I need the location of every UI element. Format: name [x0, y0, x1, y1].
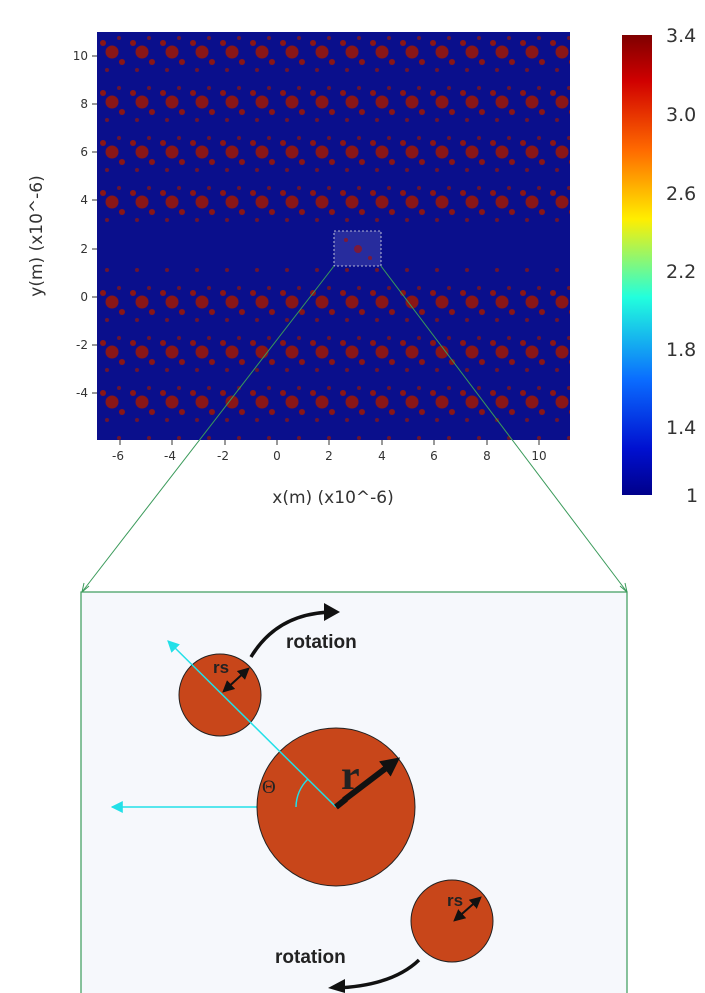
x-tick-label: -6 — [112, 449, 124, 463]
y-axis: 10 8 6 4 2 0 -2 -4 y(m) (x10^-6) — [27, 49, 97, 400]
y-tick-label: 2 — [80, 242, 88, 256]
inset-schematic: Θ r rs rs rotation rotation — [80, 591, 628, 993]
rotation-arrow-bottom — [334, 958, 421, 990]
y-axis-label: y(m) (x10^-6) — [27, 175, 47, 296]
colorbar-label: 1.4 — [666, 417, 696, 439]
x-tick-label: -2 — [217, 449, 229, 463]
x-tick-label: 8 — [483, 449, 491, 463]
x-tick-label: 6 — [430, 449, 438, 463]
y-tick-label: 6 — [80, 145, 88, 159]
y-tick-label: 0 — [80, 290, 88, 304]
colorbar-label: 3.0 — [666, 104, 696, 126]
angle-arc — [295, 778, 309, 808]
x-axis: -6 -4 -2 0 2 4 6 8 10 x(m) (x10^-6) — [112, 440, 547, 508]
colorbar-label: 1.8 — [666, 339, 696, 361]
colorbar-label: 2.2 — [666, 261, 696, 283]
x-tick-label: -4 — [164, 449, 176, 463]
x-tick-label: 2 — [325, 449, 333, 463]
zoom-line-left — [81, 265, 335, 593]
colorbar: 3.4 3.0 2.6 2.2 1.8 1.4 1 — [622, 25, 698, 507]
heatmap-panel — [97, 32, 570, 440]
rotation-arrow-top — [249, 610, 336, 658]
radius-arrow-tail — [334, 796, 348, 810]
rotation-label-bottom: rotation — [275, 947, 346, 968]
small-radius-label-bottom: rs — [447, 891, 463, 910]
x-tick-label: 0 — [273, 449, 281, 463]
y-tick-label: 8 — [80, 97, 88, 111]
y-tick-label: 4 — [80, 193, 88, 207]
colorbar-label: 3.4 — [666, 25, 696, 47]
small-radius-arrow-bottom — [453, 896, 482, 922]
small-radius-label-top: rs — [213, 658, 229, 677]
radius-arrow — [342, 757, 401, 803]
angle-label: Θ — [262, 777, 276, 798]
defect-band — [97, 232, 570, 266]
small-radius-arrow-top — [222, 667, 250, 693]
y-tick-label: 10 — [73, 49, 88, 63]
radius-label: r — [341, 753, 360, 799]
x-tick-label: 10 — [531, 449, 546, 463]
colorbar-gradient — [622, 35, 652, 495]
zoom-line-right — [380, 265, 628, 593]
y-tick-label: -2 — [76, 338, 88, 352]
colorbar-label: 1 — [686, 485, 698, 507]
x-tick-label: 4 — [378, 449, 386, 463]
rotation-label-top: rotation — [286, 632, 357, 653]
y-tick-label: -4 — [76, 386, 88, 400]
x-axis-label: x(m) (x10^-6) — [272, 488, 393, 508]
colorbar-label: 2.6 — [666, 183, 696, 205]
